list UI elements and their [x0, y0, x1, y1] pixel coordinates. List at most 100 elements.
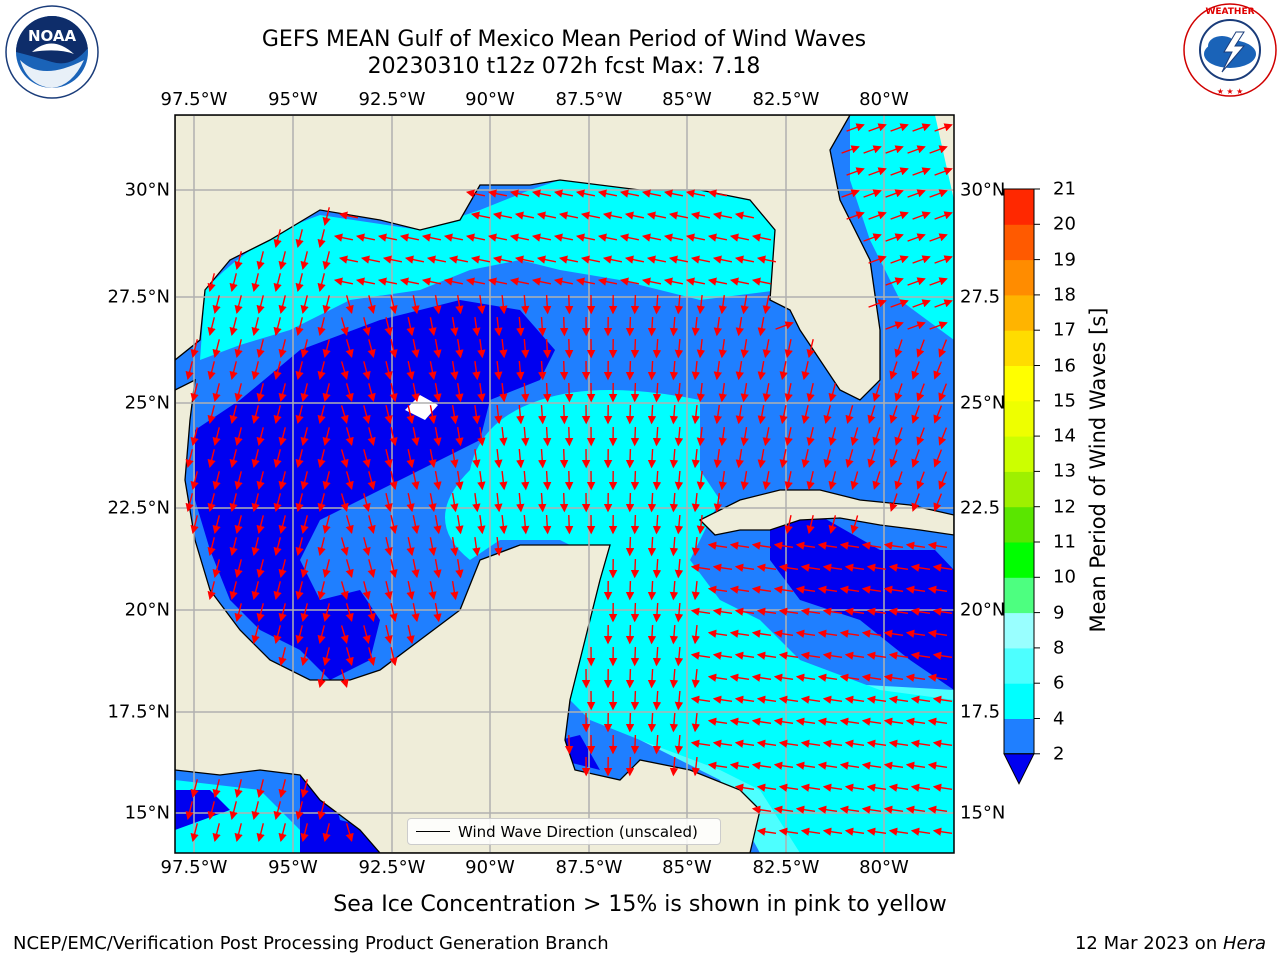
wind-wave-arrow: [340, 449, 349, 468]
wind-wave-arrow: [713, 449, 722, 469]
wind-wave-arrow: [322, 559, 331, 579]
wind-wave-arrow: [905, 673, 926, 682]
wind-wave-arrow: [300, 427, 309, 447]
wind-wave-arrow: [355, 277, 376, 286]
map-title: GEFS MEAN Gulf of Mexico Mean Period of …: [261, 27, 867, 52]
wind-wave-arrow: [625, 492, 635, 513]
wind-wave-arrow: [647, 360, 657, 381]
lon-tick-top: 90°W: [465, 89, 515, 110]
wind-wave-arrow: [729, 233, 750, 242]
wind-wave-arrow: [553, 189, 574, 198]
wind-wave-arrow: [273, 449, 282, 469]
wind-wave-arrow: [762, 427, 771, 447]
wind-wave-arrow: [411, 515, 420, 535]
wind-wave-arrow: [212, 427, 221, 447]
wind-wave-arrow: [295, 449, 304, 469]
wind-wave-arrow: [256, 559, 265, 579]
colorbar-tick: 10: [1053, 566, 1076, 588]
wind-wave-arrow: [212, 779, 221, 799]
wind-wave-arrow: [340, 361, 349, 380]
wind-wave-arrow: [911, 361, 920, 380]
wind-wave-arrow: [509, 189, 530, 198]
wind-wave-arrow: [367, 471, 376, 491]
colorbar-segment: [1004, 471, 1034, 508]
wind-wave-arrow: [509, 277, 530, 286]
wind-wave-arrow: [384, 581, 393, 601]
wind-wave-arrow: [734, 211, 755, 220]
wind-wave-arrow: [472, 493, 481, 513]
wind-wave-arrow: [907, 189, 926, 198]
wind-wave-arrow: [751, 673, 772, 682]
wind-wave-arrow: [278, 515, 287, 535]
wind-wave-arrow: [652, 690, 662, 711]
wind-wave-arrow: [345, 295, 354, 315]
wind-wave-arrow: [911, 449, 920, 468]
wind-wave-arrow: [625, 668, 635, 689]
wind-wave-arrow: [888, 739, 909, 748]
footer-date-text: 12 Mar 2023 on: [1074, 933, 1223, 954]
wind-wave-arrow: [669, 316, 679, 337]
wind-wave-arrow: [729, 673, 750, 682]
wind-wave-arrow: [646, 211, 667, 220]
wind-wave-arrow: [889, 493, 898, 512]
wind-wave-arrow: [800, 827, 821, 836]
wind-wave-arrow: [718, 427, 727, 447]
wind-wave-arrow: [932, 607, 953, 616]
wind-wave-arrow: [477, 383, 486, 403]
wind-wave-arrow: [509, 233, 530, 242]
wind-wave-arrow: [295, 801, 304, 821]
wind-wave-arrow: [472, 361, 481, 381]
wind-wave-arrow: [494, 449, 503, 469]
wind-wave-arrow: [647, 668, 657, 689]
wind-wave-arrow: [841, 189, 860, 198]
wind-wave-arrow: [377, 233, 398, 242]
wind-wave-arrow: [538, 360, 547, 381]
wind-wave-arrow: [428, 581, 437, 601]
wind-wave-arrow: [844, 783, 865, 792]
wind-wave-arrow: [707, 761, 728, 770]
wind-wave-arrow: [450, 404, 459, 425]
wind-wave-arrow: [428, 493, 437, 513]
wind-wave-arrow: [273, 493, 282, 513]
wind-wave-arrow: [450, 492, 459, 513]
lat-tick-left: 30°N: [124, 179, 170, 201]
wind-wave-arrow: [185, 449, 194, 469]
wind-wave-arrow: [801, 449, 810, 469]
wind-wave-arrow: [521, 514, 530, 535]
wind-wave-arrow: [823, 405, 832, 425]
wind-wave-arrow: [806, 383, 815, 403]
wind-wave-arrow: [912, 255, 931, 264]
wind-wave-arrow: [455, 426, 464, 447]
wind-wave-arrow: [647, 624, 657, 645]
wind-wave-arrow: [625, 712, 635, 733]
lat-tick-left: 20°N: [124, 599, 170, 621]
wind-wave-arrow: [795, 585, 816, 594]
wind-wave-arrow: [817, 761, 838, 770]
wind-wave-arrow: [800, 651, 821, 660]
wind-wave-arrow: [355, 233, 376, 242]
wind-wave-arrow: [477, 515, 486, 535]
wind-wave-arrow: [888, 783, 909, 792]
wind-wave-arrow: [625, 580, 635, 601]
wind-wave-arrow: [564, 338, 574, 359]
wind-wave-arrow: [538, 448, 547, 469]
wind-wave-arrow: [256, 471, 265, 491]
wind-wave-arrow: [890, 123, 909, 132]
wind-wave-arrow: [685, 233, 706, 242]
wind-wave-arrow: [295, 229, 304, 249]
wind-wave-arrow: [234, 559, 243, 579]
wind-wave-arrow: [674, 382, 684, 403]
wind-wave-arrow: [234, 427, 243, 447]
wind-wave-arrow: [691, 361, 701, 381]
wind-wave-arrow: [718, 295, 727, 315]
wind-wave-arrow: [212, 295, 221, 315]
land-usa: [175, 115, 954, 401]
wind-wave-arrow: [295, 493, 304, 513]
wind-wave-arrow: [345, 427, 354, 447]
wind-wave-arrow: [735, 316, 744, 337]
alacranes-patch: [405, 395, 438, 420]
wind-wave-arrow: [757, 448, 766, 469]
wind-wave-arrow: [564, 470, 574, 491]
wind-wave-arrow: [367, 647, 376, 667]
wind-wave-arrow: [674, 294, 684, 315]
